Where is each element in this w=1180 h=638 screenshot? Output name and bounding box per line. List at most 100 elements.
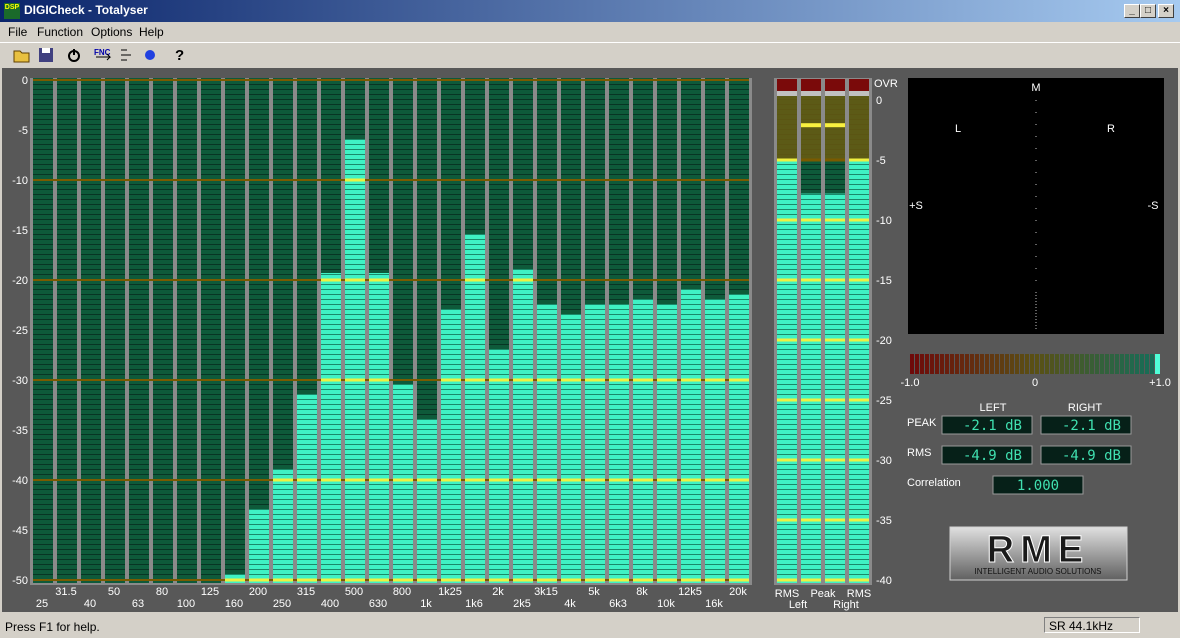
correlation-segment: [945, 354, 949, 374]
settings-button[interactable]: [118, 45, 138, 65]
trace-dot: [1035, 124, 1037, 125]
close-button[interactable]: ×: [1158, 4, 1174, 18]
bar-background: [129, 78, 149, 583]
correlation-segment: [910, 354, 914, 374]
y-tick-label: -20: [876, 335, 892, 347]
peak-hold: [801, 123, 821, 128]
function-button[interactable]: FNC: [94, 45, 114, 65]
trace-dot: [1035, 184, 1037, 185]
trace-dot: [1035, 208, 1037, 209]
trace-dot: [1035, 295, 1037, 296]
row-label: PEAK: [907, 417, 937, 429]
correlation-segment: [1095, 354, 1099, 374]
maximize-button[interactable]: □: [1140, 4, 1156, 18]
x-tick-label: 63: [132, 598, 144, 610]
menu-item[interactable]: Options: [91, 25, 133, 39]
x-tick-label: +1.0: [1149, 377, 1171, 389]
readouts: LEFT RIGHT PEAK -2.1 dB -2.1 dB RMS -4.9…: [907, 402, 1132, 495]
correlation-segment: [1050, 354, 1054, 374]
ovr-gap: [777, 91, 797, 96]
bar-background: [153, 78, 173, 583]
goniometer-label: R: [1107, 123, 1115, 135]
bar-background: [57, 78, 77, 583]
correlation-segment: [1065, 354, 1069, 374]
trace-dot: [1035, 136, 1037, 137]
x-tick-label: 12k5: [678, 586, 702, 598]
bar: [609, 304, 629, 583]
save-button[interactable]: [36, 45, 56, 65]
bar: [465, 234, 485, 583]
bar: [417, 419, 437, 583]
correlation-segment: [985, 354, 989, 374]
app-icon: DSP: [4, 3, 20, 19]
y-tick-label: -5: [876, 155, 886, 167]
trace-dot: [1035, 313, 1037, 314]
status-sample-rate: SR 44.1kHz: [1044, 617, 1140, 633]
bar-background: [33, 78, 53, 583]
y-tick-label: -15: [12, 225, 28, 237]
window-title: DIGICheck - Totalyser: [24, 3, 148, 17]
x-tick-label: 100: [177, 598, 195, 610]
correlation-segment: [1135, 354, 1139, 374]
correlation-segment: [1070, 354, 1074, 374]
trace-dot: [1035, 322, 1037, 323]
correlation-segment: [980, 354, 984, 374]
x-tick-label: 16k: [705, 598, 723, 610]
trace-dot: [1035, 292, 1037, 293]
ovr-segment: [801, 79, 821, 91]
goniometer-trace: [1035, 100, 1037, 329]
meter-bar: [825, 193, 845, 583]
x-tick-label: 50: [108, 586, 120, 598]
bar: [681, 289, 701, 583]
open-button[interactable]: [12, 45, 32, 65]
bar: [345, 139, 365, 583]
bar-background: [81, 78, 101, 583]
y-tick-label: -45: [12, 525, 28, 537]
trace-dot: [1035, 172, 1037, 173]
bar: [561, 314, 581, 583]
bar: [321, 273, 341, 583]
readout-value: -4.9 dB: [963, 448, 1022, 464]
channel-label: Right: [833, 599, 859, 611]
power-button[interactable]: [64, 45, 84, 65]
bar: [633, 299, 653, 583]
correlation-segment: [1090, 354, 1094, 374]
bar-background: [249, 78, 269, 583]
x-tick-label: 200: [249, 586, 267, 598]
y-tick-label: -25: [12, 325, 28, 337]
correlation-segment: [1005, 354, 1009, 374]
correlation-segment: [1115, 354, 1119, 374]
readout-box: [941, 445, 1033, 465]
trace-dot: [1035, 280, 1037, 281]
trace-dot: [1035, 304, 1037, 305]
goniometer-label: L: [955, 123, 961, 135]
menu-item[interactable]: Help: [139, 25, 164, 39]
correlation-segment: [965, 354, 969, 374]
bar: [489, 349, 509, 583]
readout-value: 1.000: [1017, 478, 1059, 494]
readout-box: [941, 415, 1033, 435]
goniometer-label: +S: [909, 200, 923, 212]
y-tick-label: -40: [12, 475, 28, 487]
x-tick-label: 0: [1032, 377, 1038, 389]
minimize-button[interactable]: _: [1124, 4, 1140, 18]
trace-dot: [1035, 244, 1037, 245]
menu-item[interactable]: Function: [37, 25, 84, 39]
help-button[interactable]: ?: [170, 45, 190, 65]
y-tick-label: -30: [876, 455, 892, 467]
logo: RME INTELLIGENT AUDIO SOLUTIONS: [949, 526, 1128, 581]
column-label: RMS: [775, 588, 799, 600]
analyser-panel: M L R +S -S LEFT RIGHT PEAK -2.1 dB -2.1…: [2, 68, 1178, 612]
x-tick-label: 2k5: [513, 598, 531, 610]
analyser-button[interactable]: [140, 45, 160, 65]
x-tick-label: 800: [393, 586, 411, 598]
menu-item[interactable]: File: [8, 25, 28, 39]
spectrum-background: [30, 78, 752, 585]
y-tick-label: -35: [876, 515, 892, 527]
correlation-segment: [1075, 354, 1079, 374]
y-tick-label: -40: [876, 575, 892, 587]
meter-bar: [777, 158, 797, 584]
menu-bar: File Function Options Help: [0, 22, 1180, 43]
bar-background: [177, 78, 197, 583]
